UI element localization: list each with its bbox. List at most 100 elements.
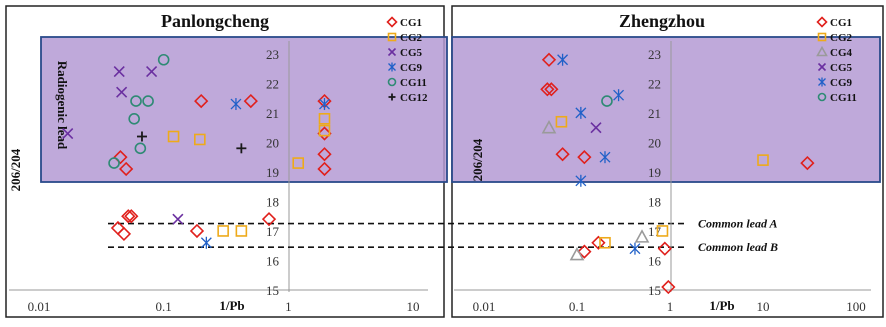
point-cg2	[656, 225, 669, 237]
chart-title: Zhengzhou	[619, 11, 705, 31]
point-cg11	[130, 95, 142, 107]
legend-label-cg11: CG11	[400, 77, 427, 89]
legend-label-cg1: CG1	[400, 17, 422, 29]
point-cg1	[119, 161, 134, 177]
point-cg9	[557, 53, 569, 66]
legend-label-cg5: CG5	[830, 62, 853, 74]
legend-marker-cg9	[388, 62, 396, 72]
point-cg1	[657, 241, 672, 256]
x-axis-label: 1/Pb	[219, 298, 244, 313]
point-cg1	[544, 82, 559, 97]
point-cg1	[317, 161, 332, 177]
legend-label-cg4: CG4	[830, 47, 853, 59]
point-cg1	[591, 235, 606, 250]
point-cg9	[230, 98, 242, 111]
y-tick-label: 16	[266, 253, 280, 268]
legend-marker-cg11	[387, 77, 397, 87]
x-tick-label: 1	[285, 299, 292, 314]
y-tick-label: 19	[648, 165, 661, 180]
point-cg4	[541, 119, 557, 134]
legend-label-cg2: CG2	[400, 32, 423, 44]
x-axis-label: 1/Pb	[709, 298, 734, 313]
legend-label-cg11: CG11	[830, 92, 857, 104]
point-cg1	[243, 93, 258, 109]
region-label: Radiogenic lead	[55, 61, 70, 150]
y-tick-label: 23	[648, 47, 661, 62]
point-cg1	[540, 82, 555, 97]
point-cg9	[613, 89, 625, 102]
legend-label-cg9: CG9	[830, 77, 853, 89]
legend-label-cg1: CG1	[830, 17, 852, 29]
point-cg9	[319, 98, 330, 111]
point-cg1	[317, 126, 332, 141]
y-tick-label: 18	[266, 194, 279, 209]
x-tick-label: 0.01	[473, 299, 496, 314]
y-tick-label: 18	[648, 194, 661, 209]
point-cg1	[261, 212, 277, 227]
x-tick-label: 0.1	[156, 299, 172, 314]
point-cg2	[757, 154, 769, 166]
point-cg9	[575, 174, 587, 187]
point-cg11	[108, 157, 120, 169]
legend-marker-cg5	[387, 47, 397, 57]
y-tick-label: 17	[266, 224, 280, 239]
y-tick-label: 19	[266, 165, 279, 180]
point-cg12	[236, 143, 247, 154]
legend-marker-cg9	[818, 77, 826, 87]
point-cg9	[575, 106, 587, 119]
point-cg11	[142, 95, 154, 107]
legend-label-cg2: CG2	[830, 32, 853, 44]
point-cg5	[116, 86, 128, 98]
point-cg1	[121, 209, 136, 224]
point-cg11	[601, 95, 613, 107]
ref-line-label: Common lead A	[698, 217, 778, 231]
point-cg11	[128, 112, 140, 125]
point-cg9	[599, 151, 611, 164]
chart-title: Panlongcheng	[161, 11, 269, 31]
point-cg2	[318, 112, 331, 125]
point-cg1	[116, 226, 132, 242]
x-tick-label: 0.01	[28, 299, 51, 314]
legend-marker-cg2	[817, 32, 827, 42]
point-cg1	[661, 279, 676, 295]
y-tick-label: 23	[266, 47, 279, 62]
legend-label-cg5: CG5	[400, 47, 423, 59]
point-cg11	[134, 142, 147, 155]
point-cg5	[113, 66, 125, 78]
legend-marker-cg5	[817, 62, 827, 72]
point-cg2	[167, 130, 180, 143]
y-tick-label: 15	[266, 283, 279, 298]
point-cg1	[189, 223, 205, 239]
x-tick-label: 0.1	[569, 299, 585, 314]
y-tick-label: 20	[648, 135, 661, 150]
point-cg1	[555, 147, 570, 162]
point-cg1	[577, 150, 592, 165]
y-tick-label: 20	[266, 135, 279, 150]
point-cg12	[136, 131, 147, 142]
point-cg4	[634, 229, 650, 243]
y-tick-label: 16	[648, 253, 662, 268]
point-cg1	[541, 52, 557, 67]
point-cg1	[317, 147, 332, 162]
legend-marker-cg2	[387, 32, 397, 42]
x-tick-label: 10	[407, 299, 420, 314]
point-cg2	[217, 225, 229, 237]
point-cg5	[146, 66, 158, 78]
point-cg2	[555, 115, 568, 128]
point-cg1	[800, 155, 815, 171]
legend-marker-cg11	[817, 92, 827, 102]
y-tick-label: 21	[266, 106, 279, 121]
y-tick-label: 21	[648, 106, 661, 121]
point-cg1	[124, 209, 139, 224]
x-tick-label: 10	[757, 299, 770, 314]
y-axis-label: 206/204	[8, 148, 23, 191]
point-cg5	[62, 127, 74, 140]
radiogenic-band-left	[40, 36, 448, 183]
ref-line-label: Common lead B	[698, 240, 778, 254]
point-cg2	[599, 236, 611, 249]
legend-marker-cg4	[816, 45, 828, 57]
y-axis-label: 206/204	[470, 138, 485, 181]
legend-label-cg9: CG9	[400, 62, 423, 74]
